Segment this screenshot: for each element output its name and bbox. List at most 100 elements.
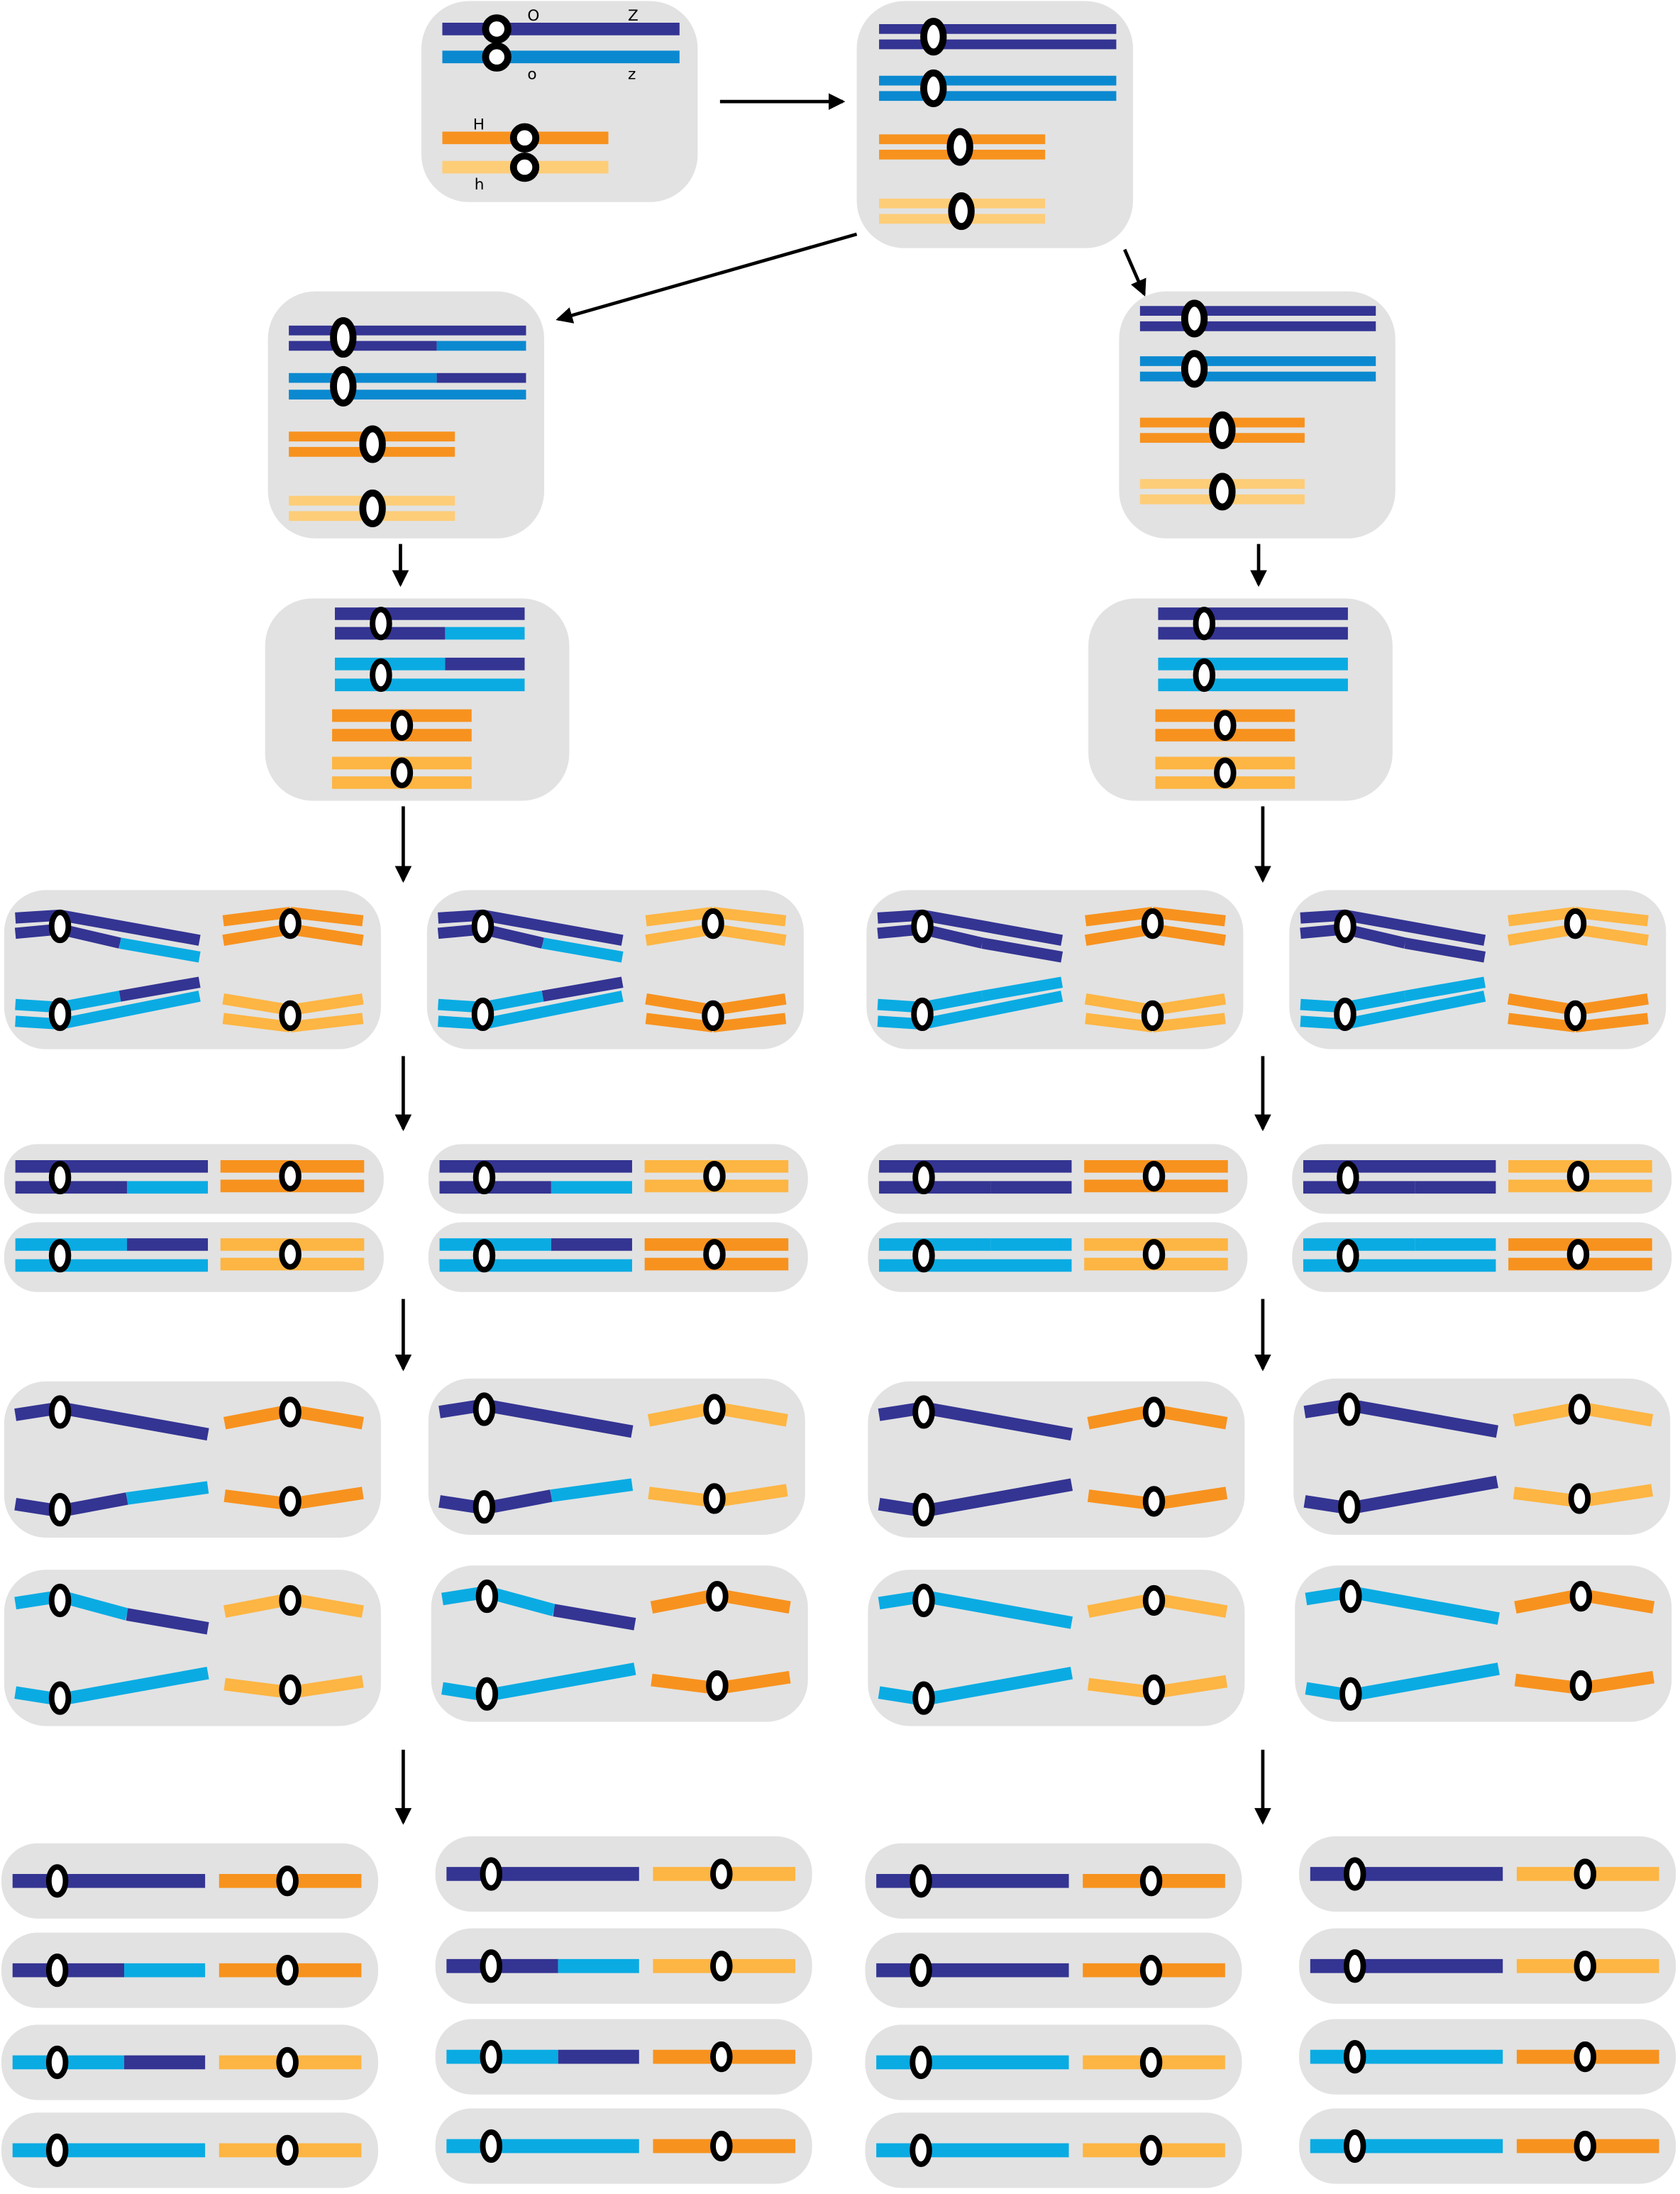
- chromatid: [1574, 993, 1649, 1016]
- chromatid: [59, 1401, 209, 1441]
- centromere-icon: [910, 2133, 932, 2167]
- chromatid: [1151, 993, 1227, 1016]
- centromere-icon: [1193, 658, 1216, 693]
- chromatid: [981, 937, 1063, 963]
- centromere-icon: [370, 607, 392, 641]
- chromatid: [289, 907, 364, 927]
- centromere-icon: [48, 909, 72, 944]
- centromere-icon: [276, 1865, 299, 1897]
- centromere-icon: [1139, 2046, 1163, 2078]
- centromere-icon: [475, 1677, 499, 1711]
- chromatid: [713, 1484, 788, 1508]
- arrow-icon: [556, 232, 858, 324]
- chromatid: [1348, 1399, 1498, 1438]
- centromere-icon: [472, 1239, 496, 1273]
- centromere-icon: [706, 1580, 729, 1612]
- centromere-icon: [359, 489, 386, 528]
- centromere-icon: [279, 1239, 302, 1270]
- chromatid: [1507, 993, 1576, 1016]
- centromere-icon: [702, 908, 724, 939]
- centromere-icon: [1142, 1674, 1166, 1705]
- centromere-icon: [471, 997, 494, 1032]
- gene-label: h: [475, 176, 485, 194]
- centromere-icon: [330, 317, 357, 358]
- centromere-icon: [910, 2045, 932, 2080]
- gene-label: H: [473, 116, 485, 133]
- centromere-icon: [1574, 1951, 1596, 1982]
- centromere-icon: [1564, 908, 1587, 939]
- chromatid: [59, 910, 201, 946]
- chromatid: [716, 1588, 791, 1614]
- chromatid: [289, 1013, 364, 1032]
- chromatid: [1151, 1013, 1226, 1032]
- centromere-icon: [1569, 1580, 1593, 1612]
- centromere-icon: [1181, 350, 1208, 388]
- centromere-icon: [276, 2134, 299, 2166]
- centromere-icon: [1568, 1483, 1591, 1514]
- chromatid: [1508, 907, 1576, 927]
- chromatid: [1574, 923, 1649, 946]
- centromere-icon: [1209, 473, 1236, 511]
- centromere-icon: [276, 2046, 299, 2078]
- centromere-icon: [45, 1864, 69, 1898]
- chromatid: [1085, 1013, 1154, 1032]
- chromatid: [922, 1589, 1073, 1629]
- chromatid: [645, 993, 714, 1016]
- chromatid: [1153, 1487, 1228, 1511]
- centromere-icon: [45, 2045, 69, 2080]
- centromere-icon: [912, 1493, 935, 1527]
- centromere-icon: [1344, 2129, 1366, 2163]
- centromere-icon: [702, 1000, 724, 1032]
- centromere-icon: [710, 2041, 733, 2073]
- centromere-icon: [1214, 757, 1237, 788]
- gene-label: z: [628, 66, 636, 84]
- chromatid: [222, 923, 292, 946]
- chromatid: [289, 1487, 364, 1511]
- centromere-icon: [279, 1160, 302, 1192]
- chromatid: [1151, 907, 1226, 927]
- centromere-icon: [1569, 1670, 1593, 1702]
- centromere-icon: [912, 1395, 935, 1429]
- chromatid: [1579, 1588, 1655, 1614]
- centromere-icon: [279, 1000, 302, 1032]
- centromere-icon: [912, 1160, 935, 1195]
- centromere-icon: [471, 909, 494, 944]
- centromere-icon: [390, 757, 414, 788]
- chromatid: [1404, 937, 1486, 963]
- centromere-icon: [370, 658, 392, 693]
- chromatid: [713, 1401, 788, 1427]
- centromere-icon: [1337, 1160, 1359, 1195]
- chromatid: [289, 923, 364, 946]
- chromatid: [482, 1399, 634, 1438]
- centromere-icon: [911, 909, 934, 944]
- chromatid: [481, 991, 624, 1030]
- chromatid: [222, 907, 292, 927]
- centromere-icon: [359, 425, 386, 463]
- chromatid: [645, 907, 714, 927]
- chromatid: [1084, 993, 1154, 1016]
- centromere-icon: [912, 1681, 935, 1715]
- chromatid: [289, 1592, 364, 1618]
- chromatid: [712, 923, 787, 946]
- centromere-icon: [480, 2129, 503, 2163]
- centromere-icon: [1344, 1857, 1366, 1891]
- chromatid: [222, 993, 292, 1016]
- chromatid: [712, 1013, 787, 1032]
- chromatid: [1348, 1475, 1498, 1515]
- chromatid: [1349, 1663, 1500, 1702]
- centromere-icon: [703, 1160, 726, 1192]
- centromere-icon: [48, 1681, 72, 1715]
- centromere-icon: [480, 1857, 503, 1891]
- centromere-icon: [1334, 997, 1356, 1032]
- chromatid: [921, 991, 1063, 1030]
- centromere-icon: [480, 2040, 503, 2074]
- centromere-icon: [1344, 1949, 1366, 1983]
- centromere-icon: [1334, 909, 1356, 944]
- centromere-icon: [279, 1486, 302, 1517]
- centromere-icon: [1141, 908, 1164, 939]
- chromatid: [1580, 1670, 1654, 1695]
- centromere-icon: [710, 1858, 733, 1890]
- centromere-icon: [1139, 1865, 1163, 1897]
- centromere-icon: [920, 18, 947, 56]
